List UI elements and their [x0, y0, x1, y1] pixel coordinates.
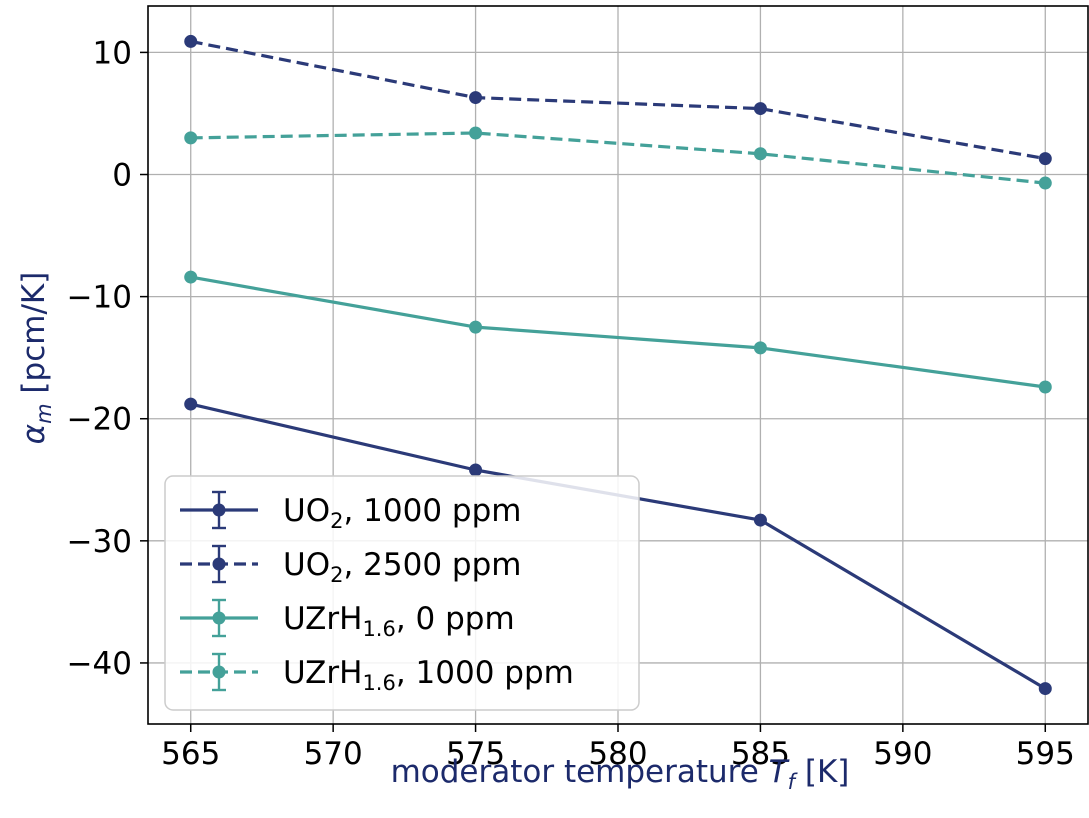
legend-marker [212, 665, 226, 679]
series-3 [184, 270, 1052, 394]
legend-marker [212, 557, 226, 571]
data-point [184, 131, 198, 145]
y-tick-label: −30 [67, 524, 132, 560]
data-point [184, 397, 198, 411]
legend: UO2, 1000 ppm UO2, 2500 ppm UZrH1.6, 0 ppm… [164, 475, 640, 711]
legend-label: UZrH1.6, 1000 ppm [283, 655, 574, 695]
x-tick-label: 590 [873, 736, 932, 772]
x-tick-label: 565 [161, 736, 220, 772]
series-line [190, 275, 1046, 389]
data-point [469, 463, 483, 477]
legend-marker [212, 503, 226, 517]
legend-label: UO2, 2500 ppm [283, 547, 521, 587]
data-point [1038, 176, 1052, 190]
data-point [184, 34, 198, 48]
y-tick-label: 0 [112, 158, 132, 194]
y-tick-label: −20 [67, 402, 132, 438]
legend-marker [212, 611, 226, 625]
legend-label: UO2, 1000 ppm [283, 493, 521, 533]
y-axis-ticks: 10 0 −10 −20 −30 −40 [67, 35, 148, 682]
legend-entry: UO2, 1000 ppm [180, 490, 521, 533]
legend-box [164, 475, 640, 711]
series-2 [184, 34, 1052, 166]
x-tick-label: 580 [588, 736, 647, 772]
y-tick-label: 10 [93, 35, 132, 71]
y-tick-label: −10 [67, 280, 132, 316]
data-point [469, 91, 483, 105]
x-tick-label: 585 [731, 736, 790, 772]
series-line [190, 39, 1046, 161]
legend-entry: UO2, 2500 ppm [180, 544, 521, 587]
series-line [190, 131, 1046, 185]
y-tick-label: −40 [67, 646, 132, 682]
data-point [1038, 682, 1052, 696]
x-tick-label: 575 [446, 736, 505, 772]
x-axis-ticks: 565 570 575 580 585 590 595 [161, 724, 1075, 772]
data-point [469, 320, 483, 334]
data-point [753, 341, 767, 355]
legend-label: UZrH1.6, 0 ppm [283, 601, 515, 641]
data-point [469, 126, 483, 140]
data-point [184, 270, 198, 284]
series-4 [184, 126, 1052, 190]
y-axis-label: αm [pcm/K] [16, 272, 56, 445]
x-tick-label: 595 [1016, 736, 1075, 772]
data-point [1038, 380, 1052, 394]
data-point [753, 147, 767, 161]
x-tick-label: 570 [304, 736, 363, 772]
data-point [753, 102, 767, 116]
data-point [753, 513, 767, 527]
legend-entry: UZrH1.6, 1000 ppm [180, 652, 574, 695]
data-point [1038, 152, 1052, 166]
x-axis-label: moderator temperature Tf [K] [391, 754, 850, 794]
legend-entry: UZrH1.6, 0 ppm [180, 598, 515, 641]
